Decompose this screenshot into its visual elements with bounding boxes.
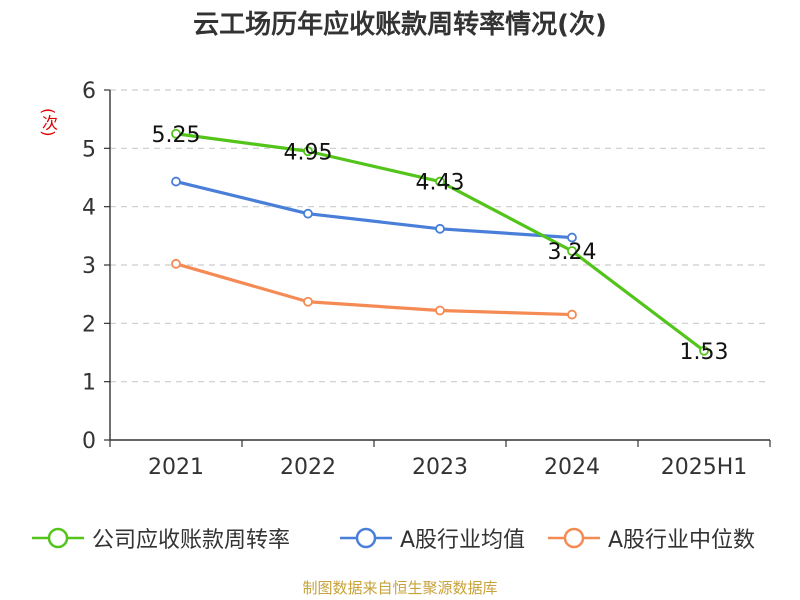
- series-line-0: [175, 132, 705, 353]
- y-tick-label-4: 4: [82, 196, 96, 221]
- data-point-series2-2023: [435, 305, 445, 316]
- y-tick-label-1: 1: [82, 371, 96, 396]
- y-axis-unit: (次): [39, 108, 58, 137]
- y-tick-label-3: 3: [82, 254, 96, 279]
- legend-label-industry-mean: A股行业均值: [400, 528, 526, 553]
- data-label-2023: 4.43: [416, 171, 465, 196]
- y-tick-label-2: 2: [82, 312, 96, 337]
- legend-swatch-industry-median-icon: [548, 527, 600, 549]
- legend-swatch-industry-mean-icon: [340, 527, 392, 549]
- x-tick-label-2021: 2021: [148, 455, 204, 480]
- data-label-2024: 3.24: [548, 240, 597, 265]
- legend-item-industry-median[interactable]: A股行业中位数: [548, 520, 755, 556]
- data-point-series0-2022: [303, 146, 313, 157]
- data-label-2021: 5.25: [152, 123, 201, 148]
- series-lines: [171, 128, 709, 356]
- data-point-series1-2024: [567, 232, 577, 243]
- legend-swatch-company-icon: [32, 527, 84, 549]
- x-tick-label-2024: 2024: [544, 455, 600, 480]
- x-tick-label-2022: 2022: [280, 455, 336, 480]
- data-labels: 5.25 4.95 4.43 3.24 1.53: [152, 123, 729, 365]
- legend: 公司应收账款周转率 A股行业均值 A股行业中位数: [0, 520, 800, 556]
- x-tick-label-2023: 2023: [412, 455, 468, 480]
- legend-item-industry-mean[interactable]: A股行业均值: [340, 520, 525, 556]
- x-tick-label-2025H1: 2025H1: [661, 455, 748, 480]
- data-point-series2-2024: [567, 309, 577, 320]
- data-label-2022: 4.95: [284, 140, 333, 165]
- axes: 0 1 2 3 4 5 6 2021 2022 2023 2024 2025H1: [82, 79, 771, 480]
- data-point-series1-2021: [171, 176, 181, 187]
- data-label-2025H1: 1.53: [680, 340, 729, 365]
- data-point-series2-2022: [303, 296, 313, 307]
- chart-title: 云工场历年应收账款周转率情况(次): [193, 10, 607, 40]
- series-line-2: [175, 262, 573, 317]
- data-point-series0-2025H1: [699, 345, 709, 356]
- line-chart: 0 1 2 3 4 5 6 2021 2022 2023 2024 2025H1 5.25 4.95 4.…: [82, 79, 771, 480]
- data-point-series0-2021: [171, 128, 181, 139]
- y-tick-label-5: 5: [82, 137, 96, 162]
- data-point-series1-2022: [303, 208, 313, 219]
- y-tick-label-6: 6: [82, 79, 96, 104]
- legend-item-company[interactable]: 公司应收账款周转率: [32, 520, 290, 556]
- legend-label-industry-median: A股行业中位数: [608, 528, 756, 553]
- data-point-series1-2023: [435, 223, 445, 234]
- source-note: 制图数据来自恒生聚源数据库: [302, 579, 498, 597]
- grid-lines: [110, 89, 770, 383]
- series-line-1: [175, 180, 573, 240]
- legend-label-company: 公司应收账款周转率: [92, 528, 291, 553]
- data-point-series0-2023: [435, 176, 445, 187]
- data-point-series2-2021: [171, 258, 181, 269]
- data-point-series0-2024: [567, 246, 577, 256]
- y-tick-label-0: 0: [82, 429, 96, 454]
